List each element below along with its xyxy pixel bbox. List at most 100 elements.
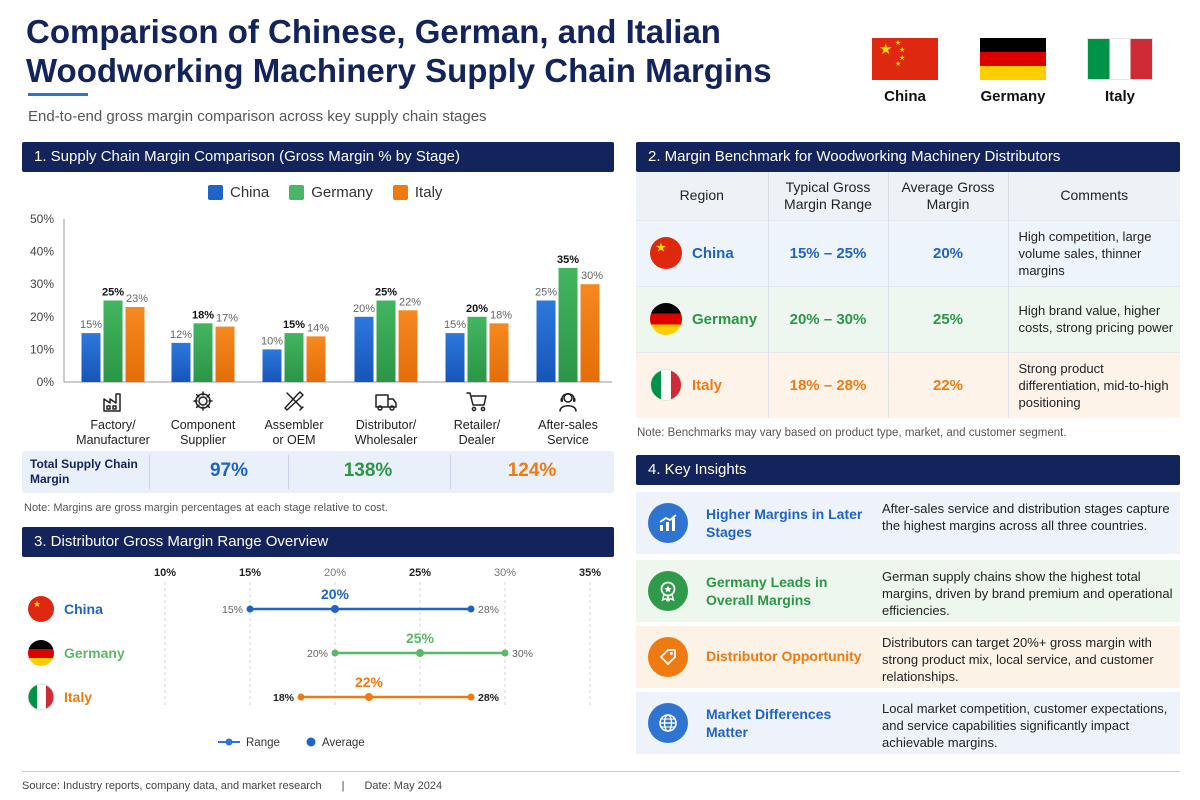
truck-icon: [375, 394, 397, 411]
bar-italy: [580, 284, 600, 382]
bar-value-label: 12%: [170, 329, 192, 341]
flag-card-china: ★ ★ ★ ★ ★ China: [872, 38, 938, 105]
bar-germany: [284, 333, 304, 382]
x-tick-label: 15%: [239, 567, 261, 579]
bar-value-label: 18%: [192, 309, 214, 321]
range-min-label: 20%: [307, 648, 328, 660]
svg-text:★: ★: [33, 599, 41, 609]
insight-title: Germany Leads in Overall Margins: [706, 574, 828, 608]
y-tick-label: 50%: [30, 212, 54, 226]
total-margin-china: 97%: [209, 460, 249, 481]
range-max-point: [501, 649, 509, 657]
chart-growth-icon: [648, 503, 688, 543]
range-cell: 20% – 30%: [768, 285, 889, 352]
bar-value-label: 17%: [216, 313, 238, 325]
bar-value-label: 25%: [535, 287, 557, 299]
italy-flag-icon: [650, 369, 682, 402]
col-header-range: Typical Gross Margin Range: [768, 172, 889, 220]
range-chart: 10% 15% 20% 25% 30% 35% ★ China 15% 28% 20% Germa…: [27, 567, 601, 749]
bar-value-label: 15%: [444, 319, 466, 331]
range-max-point: [467, 693, 475, 701]
range-max-label: 28%: [478, 692, 500, 704]
range-average-point: [365, 693, 373, 701]
footer-source: Source: Industry reports, company data, …: [22, 780, 322, 792]
bar-italy: [306, 336, 326, 382]
bar-china: [171, 342, 191, 382]
page-title: Comparison of Chinese, German, and Itali…: [26, 13, 772, 89]
footer: Source: Industry reports, company data, …: [22, 780, 442, 792]
legend-swatch-italy: [392, 185, 408, 200]
total-divider: [288, 455, 289, 489]
bar-italy: [489, 323, 509, 382]
x-tick-label: 35%: [579, 567, 601, 579]
insight-card: Germany Leads in Overall Margins German …: [636, 560, 1180, 622]
range-max-label: 30%: [512, 648, 533, 660]
legend-item-italy: Italy: [392, 184, 443, 201]
bar-chart-legend: China Germany Italy: [208, 184, 442, 201]
region-name: Germany: [692, 310, 758, 328]
bar-china: [262, 349, 282, 382]
comment-cell: High competition, large volume sales, th…: [1008, 219, 1180, 286]
footer-separator: |: [341, 780, 345, 792]
range-average-label: 20%: [321, 586, 350, 602]
bar-value-label: 30%: [581, 270, 603, 282]
bar-value-label: 22%: [399, 296, 421, 308]
category-label: Component Supplier: [171, 418, 236, 447]
gear-icon: [193, 391, 213, 411]
bar-value-label: 15%: [283, 319, 305, 331]
insight-description: German supply chains show the highest to…: [882, 569, 1173, 618]
total-margin-germany: 138%: [343, 460, 393, 481]
table-row: Italy 18% – 28% 22% Strong product diffe…: [636, 351, 1180, 418]
award-badge-icon: [648, 571, 688, 611]
section3-header: 3. Distributor Gross Margin Range Overvi…: [22, 527, 614, 557]
bar-germany: [376, 300, 396, 382]
legend-label-germany: Germany: [311, 184, 373, 201]
bar-china: [81, 333, 101, 382]
average-cell: 25%: [888, 285, 1009, 352]
legend-average-label: Average: [322, 737, 365, 749]
range-cell: 18% – 28%: [768, 351, 889, 418]
section2-note: Note: Benchmarks may vary based on produ…: [637, 427, 1067, 439]
germany-flag-icon: [980, 38, 1046, 80]
region-name: Italy: [692, 376, 723, 394]
legend-label-italy: Italy: [414, 184, 443, 201]
y-tick-label: 10%: [30, 342, 54, 356]
bar-value-label: 35%: [557, 254, 579, 266]
china-flag-icon: ★: [28, 596, 54, 622]
total-divider: [450, 455, 451, 489]
china-flag-icon: ★: [650, 237, 682, 269]
category-label: Factory/Manufacturer: [76, 418, 150, 447]
bar-china: [536, 300, 556, 382]
bar-value-label: 25%: [375, 287, 397, 299]
total-margin-italy: 124%: [507, 460, 557, 481]
bar-value-label: 20%: [466, 303, 488, 315]
insight-description: Local market competition, customer expec…: [882, 701, 1168, 750]
legend-range-label: Range: [246, 737, 280, 749]
insight-description: Distributors can target 20%+ gross margi…: [882, 635, 1154, 684]
tools-icon: [284, 391, 304, 411]
col-header-average: Average Gross Margin: [888, 172, 1009, 220]
bar-germany: [103, 300, 123, 382]
region-cell: ★ China: [636, 219, 769, 286]
region-name: China: [692, 244, 734, 262]
category-label: Distributor/Wholesaler: [355, 418, 418, 447]
range-max-label: 28%: [478, 604, 499, 616]
legend-range-point: [225, 738, 233, 746]
range-series-label: China: [64, 601, 103, 617]
category-label: After-sales Service: [538, 418, 598, 447]
germany-flag-icon: [28, 640, 54, 666]
y-tick-label: 40%: [30, 245, 54, 259]
price-tag-icon: [648, 637, 688, 677]
support-headset-icon: [559, 393, 577, 412]
bar-value-label: 20%: [353, 303, 375, 315]
range-average-label: 25%: [406, 630, 435, 646]
range-series-label: Italy: [64, 689, 92, 705]
legend-item-germany: Germany: [289, 184, 373, 201]
insight-card: Market Differences Matter Local market c…: [636, 692, 1180, 754]
legend-swatch-germany: [289, 185, 305, 200]
legend-average-swatch: [306, 737, 316, 747]
region-cell: Germany: [636, 285, 769, 352]
average-cell: 22%: [888, 351, 1009, 418]
total-margin-row: Total Supply Chain Margin 97% 138% 124%: [22, 451, 614, 493]
range-min-label: 18%: [273, 692, 295, 704]
